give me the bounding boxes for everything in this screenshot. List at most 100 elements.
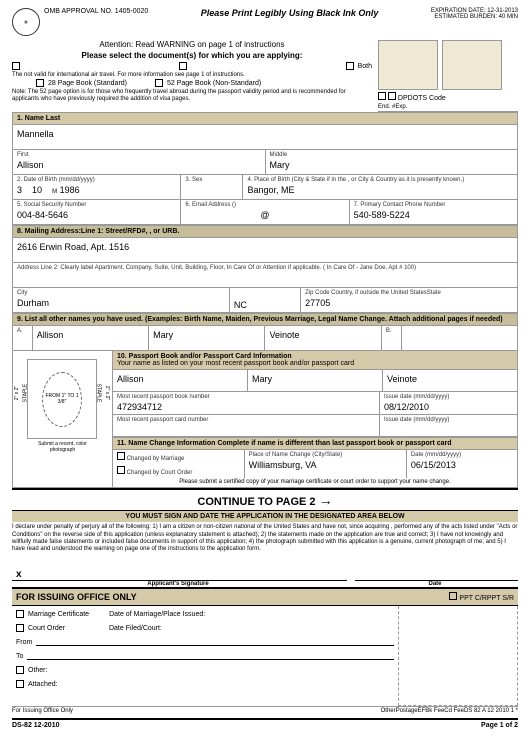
checkbox-marriage[interactable]: [117, 452, 125, 460]
zip-field[interactable]: Zip Code Country, if outside the United …: [301, 288, 517, 312]
signature-field[interactable]: x: [12, 569, 347, 581]
off-from-label: From: [16, 639, 32, 646]
checkbox-28page[interactable]: [36, 79, 44, 87]
sec10-book-field[interactable]: Most recent passport book number 4729347…: [113, 392, 380, 415]
checkbox-ppt[interactable]: [449, 592, 457, 600]
sig-label: Applicant's Signature: [12, 581, 344, 587]
ssn-field[interactable]: 5. Social Security Number 004-84-5646: [13, 200, 181, 224]
middle-name-value: Mary: [270, 160, 514, 170]
dob-label: 2. Date of Birth (mm/dd/yyyy): [17, 177, 176, 183]
addr-line2-label: Address Line 2: Clearly label Apartment,…: [17, 265, 513, 271]
opt28-label: 28 Page Book (Standard): [48, 80, 127, 87]
checkbox-dp1[interactable]: [378, 92, 386, 100]
end-exp: End. #Exp.: [378, 104, 518, 112]
sec11-cert: Please submit a certified copy of your m…: [113, 478, 517, 487]
sec10-first[interactable]: Allison: [113, 370, 248, 392]
sec9-a3-field[interactable]: Veinote: [265, 326, 381, 350]
sec10-bar: 10. Passport Book and/or Passport Card I…: [113, 351, 517, 370]
arrow-icon: →: [319, 492, 333, 508]
sec10-11: 10. Passport Book and/or Passport Card I…: [113, 351, 517, 487]
dob-d: 10: [32, 185, 42, 195]
sec9-b1-field[interactable]: [402, 326, 517, 350]
middle-label: Middle: [270, 152, 514, 158]
form-title: Please Print Legibly Using Black Ink Onl…: [148, 8, 431, 18]
dob-field[interactable]: 2. Date of Birth (mm/dd/yyyy) 3 10 M 198…: [13, 175, 181, 199]
dob-y-label: M: [52, 189, 57, 195]
form-number: DS-82 12-2010: [12, 722, 59, 729]
first-label: First: [17, 152, 261, 158]
sex-label: 3. Sex: [185, 177, 238, 183]
email-field[interactable]: 6. Email Address () @: [181, 200, 349, 224]
pob-field[interactable]: 4. Place of Birth (City & State if in th…: [243, 175, 517, 199]
last-name-field[interactable]: Mannella: [13, 125, 517, 149]
off-marriage-date-label: Date of Marriage/Place Issued:: [109, 611, 205, 618]
sec11-bar: 11. Name Change Information Complete if …: [113, 437, 517, 450]
sec10-card-field[interactable]: Most recent passport card number: [113, 415, 380, 437]
seal-icon: ★: [12, 8, 40, 36]
continue-bar: CONTINUE TO PAGE 2 →: [12, 488, 518, 511]
checkbox-both[interactable]: [346, 62, 354, 70]
both-label: Both: [358, 63, 372, 70]
sex-field[interactable]: 3. Sex: [181, 175, 243, 199]
city-field[interactable]: City Durham: [13, 288, 230, 312]
sec10-middle[interactable]: Mary: [248, 370, 383, 392]
expiration-block: EXPIRATION DATE: 12-31-2013 ESTIMATED BU…: [431, 8, 518, 20]
not-valid-note: The not valid for international air trav…: [12, 72, 372, 79]
header: ★ OMB APPROVAL NO. 1405-0020 Please Prin…: [12, 8, 518, 36]
off-to-field[interactable]: [27, 652, 394, 660]
checkbox-52page[interactable]: [155, 79, 163, 87]
checkbox-doc2[interactable]: [179, 62, 187, 70]
email-value: @: [185, 210, 344, 220]
first-name-field[interactable]: First Allison: [13, 150, 266, 174]
sec9-a1-field[interactable]: Allison: [33, 326, 149, 350]
city-label: City: [17, 290, 225, 296]
addr-line2-field[interactable]: Address Line 2: Clearly label Apartment,…: [13, 263, 517, 287]
sec10-card-date-field[interactable]: Issue date (mm/dd/yyyy): [380, 415, 517, 437]
checkbox-off-marriage[interactable]: [16, 610, 24, 618]
sec1-bar: 1. Name Last: [12, 112, 518, 125]
addr-line1-field[interactable]: 2616 Erwin Road, Apt. 1516: [13, 238, 517, 262]
sec10-last[interactable]: Veinote: [383, 370, 517, 392]
phone-label: 7. Primary Contact Phone Number: [354, 202, 513, 208]
checkbox-off-court[interactable]: [16, 624, 24, 632]
office-bar: FOR ISSUING OFFICE ONLY PPT C/RPPT S/R: [12, 587, 518, 606]
zip-label: Zip Code Country, if outside the United …: [305, 290, 513, 296]
off-bottom-label: For Issuing Office Only: [12, 708, 73, 714]
photo-caption: Submit a recent, color photograph: [27, 441, 98, 453]
phone-field[interactable]: 7. Primary Contact Phone Number 540-589-…: [350, 200, 517, 224]
sec9-bar: 9. List all other names you have used. (…: [12, 313, 518, 326]
sec11-marriage: Changed by Marriage Changed by Court Ord…: [113, 450, 245, 478]
omb-number: OMB APPROVAL NO. 1405-0020: [44, 8, 148, 15]
date-field[interactable]: [355, 569, 518, 581]
pob-value: Bangor, ME: [247, 185, 513, 195]
checkbox-court[interactable]: [117, 466, 125, 474]
footer: DS-82 12-2010 Page 1 of 2: [12, 718, 518, 729]
checkbox-dp2[interactable]: [388, 92, 396, 100]
dpdots-label: DPDPDOTS CodeDOTS Code: [398, 95, 446, 102]
email-label: 6. Email Address (): [185, 202, 344, 208]
sec9-a2-field[interactable]: Mary: [149, 326, 265, 350]
zip-value: 27705: [305, 298, 513, 308]
page-number: Page 1 of 2: [481, 722, 518, 729]
checkbox-doc1[interactable]: [12, 62, 20, 70]
photo-oval: FROM 1" TO 1 3/8": [42, 372, 82, 427]
checkbox-off-attached[interactable]: [16, 680, 24, 688]
pob-label: 4. Place of Birth (City & State if in th…: [247, 177, 513, 183]
sec10-book-date-field[interactable]: Issue date (mm/dd/yyyy) 08/12/2010: [380, 392, 517, 415]
declare-text: I declare under penalty of perjury all o…: [12, 522, 518, 555]
off-court-date-label: Date Filed/Court:: [109, 625, 162, 632]
addr-line1-value: 2616 Erwin Road, Apt. 1516: [17, 242, 513, 252]
photo-area: 2" x 2" STAPLE FROM 1" TO 1 3/8" STAPLE …: [13, 351, 113, 487]
middle-name-field[interactable]: Middle Mary: [266, 150, 518, 174]
sec11-place-field[interactable]: Place of Name Change (City/State) Willia…: [245, 450, 407, 478]
barcode-area: [398, 606, 518, 706]
burden: ESTIMATED BURDEN: 40 MIN: [431, 14, 518, 20]
off-from-field[interactable]: [36, 638, 394, 646]
off-to-label: To: [16, 653, 23, 660]
checkbox-off-other[interactable]: [16, 666, 24, 674]
note-52: Note: The 52 page option is for those wh…: [12, 89, 372, 103]
dob-m: 3: [17, 185, 22, 195]
form-page: ★ OMB APPROVAL NO. 1405-0020 Please Prin…: [0, 0, 530, 737]
state-field[interactable]: NC: [230, 288, 301, 312]
sec11-date-field[interactable]: Date (mm/dd/yyyy) 06/15/2013: [407, 450, 517, 478]
